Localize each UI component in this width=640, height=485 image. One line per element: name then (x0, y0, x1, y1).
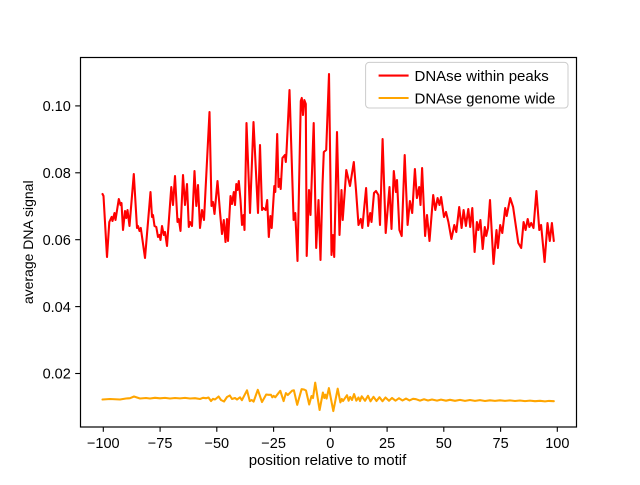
svg-text:25: 25 (379, 436, 395, 452)
svg-text:DNAse within peaks: DNAse within peaks (415, 68, 549, 85)
svg-text:0.06: 0.06 (43, 233, 71, 249)
svg-text:50: 50 (436, 436, 452, 452)
svg-text:−75: −75 (148, 436, 173, 452)
svg-text:0.02: 0.02 (43, 367, 71, 383)
svg-text:100: 100 (545, 436, 569, 452)
svg-text:−100: −100 (87, 436, 120, 452)
svg-text:position relative to motif: position relative to motif (249, 452, 407, 469)
svg-text:75: 75 (493, 436, 509, 452)
svg-text:DNAse genome wide: DNAse genome wide (415, 90, 556, 107)
svg-text:0.04: 0.04 (43, 300, 71, 316)
svg-text:average DNA signal: average DNA signal (20, 180, 36, 304)
svg-text:0: 0 (326, 436, 334, 452)
svg-text:0.10: 0.10 (43, 99, 71, 115)
svg-text:−50: −50 (204, 436, 229, 452)
svg-text:−25: −25 (261, 436, 286, 452)
svg-text:0.08: 0.08 (43, 166, 71, 182)
